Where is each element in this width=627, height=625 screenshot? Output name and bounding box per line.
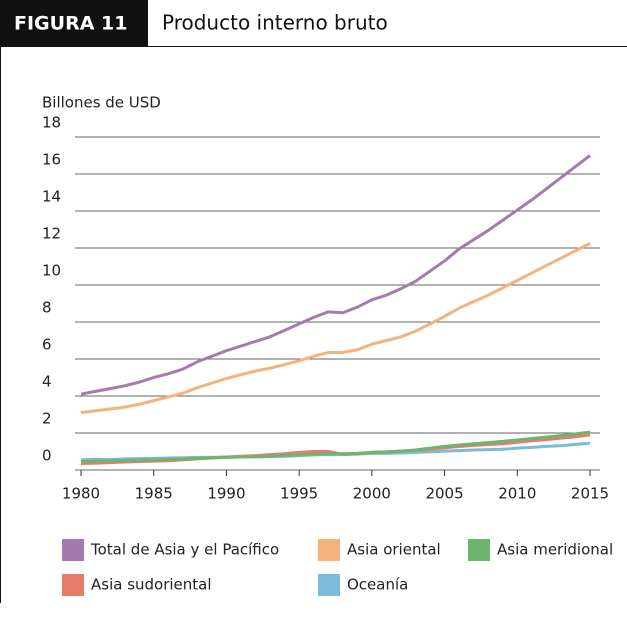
x-tick-label: 2000 — [353, 485, 391, 503]
x-tick-label: 1980 — [62, 485, 100, 503]
y-tick-label: 14 — [42, 188, 61, 206]
legend-swatch — [468, 539, 490, 561]
y-tick-label: 6 — [42, 336, 52, 354]
x-tick-label: 1995 — [280, 485, 318, 503]
x-tick-label: 1990 — [207, 485, 245, 503]
y-tick-label: 4 — [42, 373, 52, 391]
y-tick-label: 10 — [42, 262, 61, 280]
y-tick-label: 16 — [42, 151, 61, 169]
legend-label: Asia meridional — [497, 541, 613, 559]
x-tick-label: 2015 — [571, 485, 609, 503]
legend-swatch — [62, 574, 84, 596]
series-line — [80, 154, 591, 396]
y-axis-label: Billones de USD — [42, 94, 161, 112]
series-line — [80, 242, 591, 415]
legend-swatch — [318, 539, 340, 561]
legend-label: Asia oriental — [347, 541, 441, 559]
y-tick-label: 12 — [42, 225, 61, 243]
legend-swatch — [62, 539, 84, 561]
y-tick-label: 0 — [42, 447, 52, 465]
legend-label: Total de Asia y el Pacífico — [90, 541, 279, 559]
x-tick-label: 2005 — [425, 485, 463, 503]
figure-label: FIGURA 11 — [14, 13, 127, 35]
y-tick-label: 18 — [42, 114, 61, 132]
legend-label: Oceanía — [347, 576, 408, 594]
y-tick-label: 8 — [42, 299, 52, 317]
x-tick-label: 2010 — [498, 485, 536, 503]
legend-swatch — [318, 574, 340, 596]
legend-label: Asia sudoriental — [91, 576, 212, 594]
x-tick-label: 1985 — [135, 485, 173, 503]
header-box — [0, 0, 148, 46]
series-line — [80, 430, 591, 464]
chart-title: Producto interno bruto — [162, 11, 388, 35]
y-tick-label: 2 — [42, 410, 52, 428]
